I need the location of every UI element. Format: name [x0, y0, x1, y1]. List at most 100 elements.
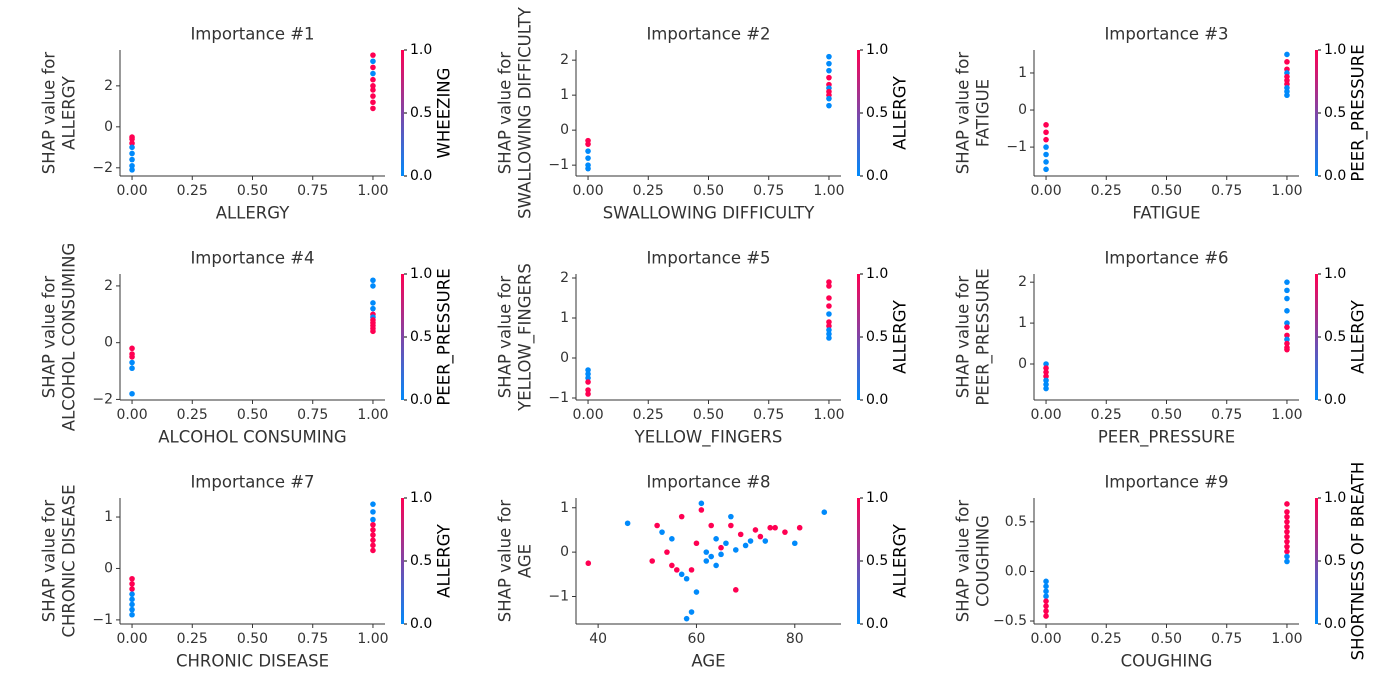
y-axis-label: SWALLOWING DIFFICULTY — [516, 6, 535, 219]
point — [757, 533, 764, 540]
colorbar — [401, 274, 404, 400]
colorbar-tick-label: 0.5 — [1324, 105, 1346, 121]
point — [370, 83, 376, 89]
colorbar-tick-label: 0.5 — [866, 553, 888, 569]
y-tick-label: 2 — [560, 52, 569, 68]
point — [585, 375, 591, 381]
x-tick-label: 1.00 — [813, 183, 844, 199]
y-axis-label: PEER_PRESSURE — [974, 268, 994, 405]
y-tick-label: 0.5 — [1005, 514, 1027, 530]
x-tick-label: 0.25 — [177, 631, 208, 647]
point — [1043, 588, 1049, 595]
colorbar-label: SHORTNESS OF BREATH — [1349, 462, 1368, 661]
x-tick-label: 0.25 — [1091, 407, 1122, 423]
subplot-title: Importance #2 — [646, 25, 770, 44]
point — [1284, 519, 1290, 525]
point — [796, 524, 803, 531]
point — [370, 328, 376, 335]
x-tick-label: 1.00 — [1271, 407, 1302, 423]
x-tick-label: 0.25 — [177, 183, 208, 199]
point — [129, 345, 135, 352]
y-axis-label: SHAP value for — [496, 276, 515, 399]
y-tick-label: 0 — [560, 350, 569, 366]
point — [693, 540, 700, 547]
colorbar-tick-label: 0.0 — [866, 616, 888, 632]
point — [826, 60, 832, 67]
point — [1043, 603, 1049, 609]
colorbar-tick-label: 0.5 — [1324, 329, 1346, 345]
x-axis-label: ALLERGY — [216, 204, 291, 223]
x-tick-label: 0.25 — [1091, 183, 1122, 199]
point — [1043, 144, 1049, 150]
y-tick-label: 1 — [560, 310, 569, 326]
x-axis-label: CHRONIC DISEASE — [176, 652, 329, 671]
point — [693, 589, 700, 595]
colorbar-label: ALLERGY — [1349, 299, 1368, 374]
x-tick-label: 0.75 — [1211, 183, 1242, 199]
subplot-title: Importance #8 — [646, 473, 770, 492]
point — [1284, 332, 1290, 339]
point — [767, 524, 774, 531]
point — [718, 544, 724, 551]
point — [737, 531, 744, 538]
point — [370, 527, 376, 533]
point — [1043, 381, 1049, 388]
x-tick-label: 0.75 — [297, 631, 328, 647]
point — [129, 596, 135, 603]
colorbar — [857, 274, 860, 400]
point — [821, 509, 828, 515]
point — [585, 371, 591, 377]
y-axis-label: SHAP value for — [954, 52, 973, 175]
x-tick-label: 0.50 — [1151, 631, 1182, 647]
point — [826, 319, 832, 325]
point — [718, 551, 724, 558]
point — [1043, 613, 1049, 619]
colorbar-tick-label: 0.0 — [1324, 616, 1346, 632]
point — [585, 165, 591, 172]
colorbar — [401, 498, 404, 624]
point — [370, 93, 376, 99]
point — [1284, 538, 1290, 545]
colorbar-label: PEER_PRESSURE — [435, 268, 455, 405]
point — [713, 536, 719, 542]
point — [659, 529, 665, 535]
subplot-title: Importance #4 — [190, 249, 314, 268]
point — [688, 567, 695, 573]
point — [1284, 59, 1290, 65]
point — [129, 365, 135, 372]
point — [683, 575, 690, 582]
point — [791, 540, 798, 547]
point — [370, 283, 376, 289]
point — [1284, 528, 1290, 535]
colorbar-tick-label: 0.0 — [410, 392, 432, 408]
colorbar-tick-label: 0.0 — [410, 168, 432, 184]
point — [826, 323, 832, 329]
subplot-title: Importance #1 — [190, 25, 314, 44]
y-tick-label: 1 — [1018, 65, 1027, 81]
point — [585, 391, 591, 397]
point — [732, 547, 739, 553]
point — [370, 542, 376, 549]
point — [772, 524, 778, 531]
point — [370, 52, 376, 58]
point — [1043, 159, 1049, 165]
point — [649, 558, 656, 564]
point — [826, 303, 832, 309]
point — [1043, 373, 1049, 380]
colorbar-tick-label: 1.0 — [1324, 266, 1346, 282]
point — [688, 609, 695, 615]
point — [1284, 279, 1290, 285]
colorbar-tick-label: 0.5 — [866, 329, 888, 345]
point — [1284, 558, 1290, 565]
y-axis-label: SHAP value for — [954, 500, 973, 623]
point — [129, 591, 135, 597]
y-tick-label: 2 — [560, 270, 569, 286]
point — [703, 549, 710, 555]
point — [782, 529, 788, 535]
colorbar — [1315, 498, 1318, 624]
x-tick-label: 80 — [786, 631, 804, 647]
colorbar-label: ALLERGY — [891, 299, 910, 374]
point — [129, 162, 135, 169]
